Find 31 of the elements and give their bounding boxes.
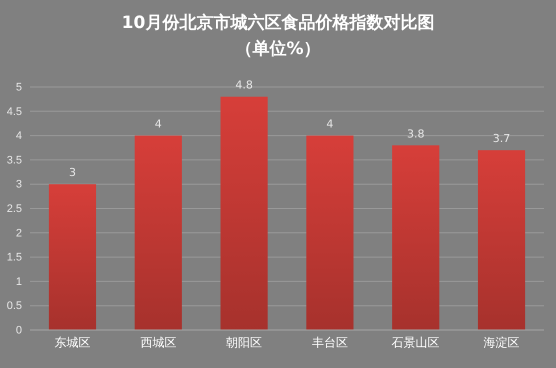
data-label: 4 <box>154 118 162 131</box>
x-tick-label: 石景山区 <box>392 336 440 350</box>
x-tick-label: 朝阳区 <box>226 336 262 350</box>
chart-subtitle: （单位%） <box>235 39 321 59</box>
x-tick-label: 东城区 <box>54 336 90 350</box>
x-tick-label: 西城区 <box>140 336 176 350</box>
bar <box>392 145 440 330</box>
y-tick-label: 1 <box>16 276 22 288</box>
x-tick-label: 丰台区 <box>312 336 348 350</box>
y-tick-label: 2 <box>16 227 22 240</box>
y-tick-label: 0 <box>16 324 22 337</box>
bar <box>306 136 354 330</box>
y-tick-label: 4.5 <box>6 106 22 118</box>
y-tick-label: 0.5 <box>6 300 22 312</box>
data-label: 4 <box>326 118 334 131</box>
y-tick-label: 2.5 <box>6 203 22 216</box>
data-label: 3.8 <box>406 127 424 140</box>
y-tick-label: 3 <box>16 178 22 191</box>
y-tick-label: 3.5 <box>6 154 22 166</box>
data-label: 4.8 <box>235 78 253 92</box>
y-tick-label: 5 <box>16 82 22 94</box>
y-tick-label: 4 <box>16 130 22 142</box>
bar <box>220 96 268 330</box>
bar <box>48 184 96 330</box>
data-label: 3 <box>68 166 76 180</box>
bar <box>478 150 526 330</box>
chart-title: 10月份北京市城六区食品价格指数对比图 <box>122 13 434 33</box>
data-label: 3.7 <box>492 132 510 146</box>
y-tick-label: 1.5 <box>6 252 22 264</box>
x-tick-label: 海淀区 <box>484 336 520 350</box>
bar <box>134 136 182 330</box>
